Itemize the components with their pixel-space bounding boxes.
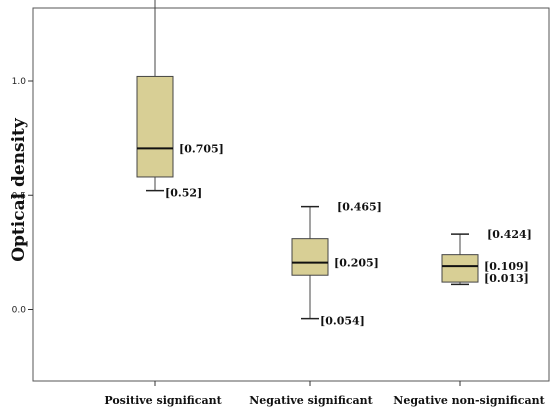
x-category-label: Negative significant (249, 394, 373, 407)
box (136, 75, 174, 178)
box-series: [1.397][0.705][0.52]16 [2.136][0.465][0.… (136, 0, 532, 328)
box (441, 254, 479, 283)
label-low: [0.013] (484, 272, 529, 285)
y-tick-label: 0.5 (12, 191, 26, 201)
label-median: [0.205] (334, 257, 379, 270)
label-low: [0.054] (320, 315, 365, 328)
plot-area (32, 7, 550, 382)
label-median: [0.705] (179, 142, 224, 155)
label-low: [0.52] (165, 187, 202, 200)
box-group: [0.465] [0.205] [0.054] (291, 201, 382, 328)
label-high: [0.465] (337, 201, 382, 214)
box-group: [1.397][0.705][0.52]16 [2.136] (136, 0, 224, 200)
box-group: [0.424] [0.109][0.013] (441, 228, 532, 286)
y-tick-label: 0.0 (12, 306, 27, 316)
x-category-label: Negative non-significant (393, 394, 545, 407)
box (291, 238, 329, 276)
y-axis: 2.52.01.51.00.50.0-0.5 (12, 77, 33, 316)
label-high: [0.424] (487, 228, 532, 241)
y-tick-label: 1.0 (12, 77, 27, 87)
x-axis: Positive significant Negative significant… (104, 381, 546, 407)
label-median: [0.109] (484, 260, 529, 273)
y-axis-label: Optical density (9, 117, 29, 262)
x-category-label: Positive significant (104, 394, 222, 407)
